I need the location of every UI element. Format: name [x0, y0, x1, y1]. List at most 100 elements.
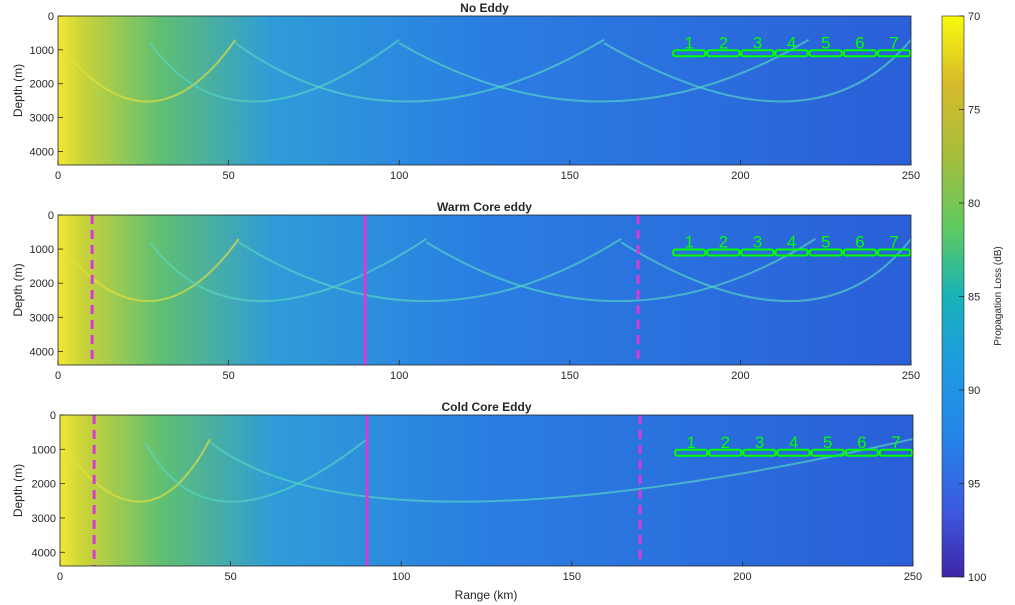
receiver-segment — [672, 49, 707, 58]
receiver-label: 3 — [755, 433, 764, 452]
colorbar-tick-label: 75 — [968, 105, 980, 117]
y-tick-label: 0 — [50, 410, 56, 422]
receiver-segment — [706, 49, 741, 58]
axes-frame — [59, 414, 914, 567]
heatmap-background — [58, 215, 911, 365]
panel-1: 1 2 3 4 5 6 7 No Eddy 0 50 100 150 200 250 0 1000 2000 30… — [11, 1, 920, 182]
convergence-zone-ray — [149, 238, 428, 303]
colorbar-tick-label: 85 — [968, 292, 980, 304]
x-tick-label: 100 — [390, 370, 408, 382]
y-tick-label: 0 — [48, 11, 54, 23]
x-tick-label: 100 — [390, 170, 408, 182]
x-tick-label: 150 — [563, 571, 581, 583]
x-tick-label: 150 — [561, 170, 579, 182]
receiver-segment — [842, 49, 877, 58]
receiver-segment — [740, 248, 775, 257]
receiver-segment — [742, 448, 777, 457]
colorbar-tick-label: 80 — [968, 198, 980, 210]
receiver-label: 2 — [721, 433, 730, 452]
convergence-zone-ray — [620, 238, 911, 303]
receiver-label: 1 — [686, 433, 695, 452]
y-tick-label: 2000 — [30, 79, 54, 91]
x-tick-label: 250 — [902, 170, 920, 182]
receiver-label: 1 — [684, 233, 693, 252]
receiver-segment — [808, 248, 843, 257]
y-tick-label: 3000 — [32, 513, 56, 525]
heatmap-background — [60, 415, 913, 566]
axes-frame — [57, 214, 912, 366]
receiver-label: 7 — [889, 33, 898, 52]
axes-frame — [57, 15, 912, 166]
x-tick-label: 50 — [224, 571, 236, 583]
convergence-zone-ray — [58, 238, 240, 302]
receiver-label: 6 — [855, 33, 864, 52]
receiver-segment — [876, 248, 912, 257]
receiver-label: 7 — [889, 233, 898, 252]
convergence-zone-ray — [425, 238, 816, 303]
receiver-label: 5 — [821, 233, 830, 252]
receiver-label: 5 — [823, 433, 832, 452]
receiver-label: 7 — [891, 433, 900, 452]
receiver-label: 4 — [787, 233, 796, 252]
y-tick-label: 2000 — [32, 479, 56, 491]
receiver-segment — [708, 448, 743, 457]
x-tick-label: 200 — [731, 170, 749, 182]
x-axis-label: Range (km) — [455, 588, 518, 602]
x-tick-label: 50 — [222, 370, 234, 382]
receiver-segment — [844, 448, 879, 457]
receiver-label: 6 — [857, 433, 866, 452]
receiver-segment — [740, 49, 775, 58]
receiver-segment — [672, 248, 707, 257]
convergence-zone-ray — [144, 438, 368, 503]
convergence-zone-ray — [60, 438, 212, 503]
convergence-zone-ray — [234, 38, 605, 103]
receiver-label: 3 — [753, 233, 762, 252]
y-tick-label: 3000 — [30, 113, 54, 125]
receiver-label: 2 — [719, 33, 728, 52]
x-tick-label: 200 — [733, 571, 751, 583]
x-tick-label: 0 — [57, 571, 63, 583]
y-tick-label: 1000 — [30, 244, 54, 256]
receiver-label: 4 — [787, 33, 796, 52]
panel-3: 1 2 3 4 5 6 7 Cold Core Eddy 0 50 100 150 200 250 0 100… — [11, 400, 922, 583]
receiver-segment — [774, 248, 809, 257]
x-tick-label: 250 — [904, 571, 922, 583]
x-tick-label: 50 — [222, 170, 234, 182]
convergence-zone-ray — [398, 38, 810, 103]
panel-title: Warm Core eddy — [437, 200, 532, 214]
receiver-segment — [706, 248, 741, 257]
x-tick-label: 150 — [561, 370, 579, 382]
receiver-segment — [878, 448, 914, 457]
receiver-segment — [842, 248, 877, 257]
x-tick-label: 100 — [392, 571, 410, 583]
y-tick-label: 3000 — [30, 312, 54, 324]
y-tick-label: 4000 — [32, 547, 56, 559]
panel-title: Cold Core Eddy — [441, 400, 531, 414]
receiver-label: 4 — [789, 433, 798, 452]
x-tick-label: 250 — [902, 370, 920, 382]
y-axis-label: Depth (m) — [11, 64, 25, 117]
colorbar: 70 75 80 85 90 95 100 Propagation Loss (dB) — [941, 11, 1004, 584]
receiver-segment — [808, 49, 843, 58]
convergence-zone-ray — [209, 438, 913, 503]
colorbar-tick-label: 70 — [968, 11, 980, 23]
y-tick-label: 1000 — [30, 45, 54, 57]
receiver-label: 3 — [753, 33, 762, 52]
y-tick-label: 4000 — [30, 146, 54, 158]
y-axis-label: Depth (m) — [11, 263, 25, 316]
colorbar-tick-label: 95 — [968, 479, 980, 491]
receiver-segment — [810, 448, 845, 457]
y-tick-label: 0 — [48, 210, 54, 222]
panel-2: 1 2 3 4 5 6 7 Warm Core eddy 0 50 100 150 200 250 0 100… — [11, 200, 920, 382]
receiver-segment — [774, 49, 809, 58]
colorbar-tick-label: 90 — [968, 385, 980, 397]
colorbar-tick-label: 100 — [968, 572, 986, 584]
convergence-zone-ray — [149, 38, 400, 103]
panel-title: No Eddy — [460, 1, 509, 15]
colorbar-label: Propagation Loss (dB) — [993, 246, 1004, 346]
receiver-segment — [876, 49, 912, 58]
y-tick-label: 1000 — [32, 444, 56, 456]
receiver-label: 1 — [684, 33, 693, 52]
receiver-label: 2 — [719, 233, 728, 252]
